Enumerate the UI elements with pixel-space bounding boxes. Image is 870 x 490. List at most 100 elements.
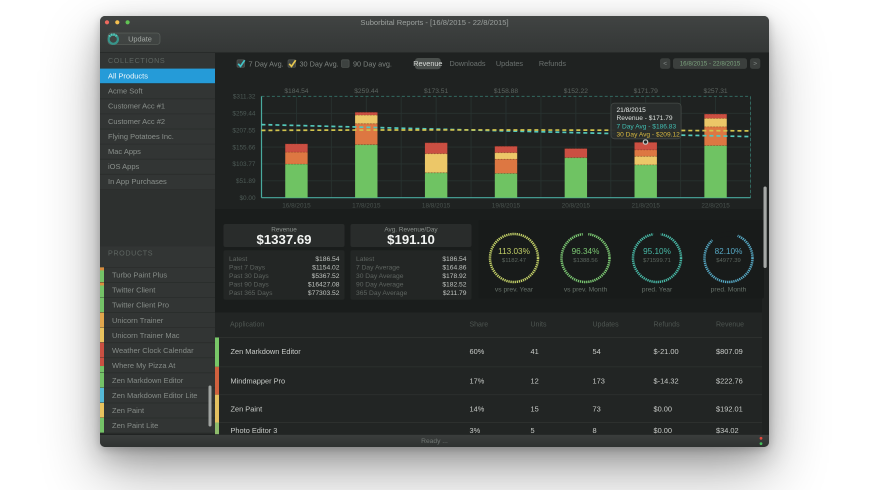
svg-text:Unicorn Trainer: Unicorn Trainer: [112, 316, 164, 325]
svg-text:$259.44: $259.44: [232, 111, 256, 118]
svg-text:7 Day Average: 7 Day Average: [356, 265, 400, 272]
svg-text:$5367.52: $5367.52: [312, 273, 340, 280]
svg-text:3%: 3%: [470, 426, 481, 435]
svg-text:21/8/2015: 21/8/2015: [617, 107, 647, 114]
svg-text:7 Day Avg.: 7 Day Avg.: [249, 59, 284, 68]
svg-text:Revenue: Revenue: [716, 322, 744, 329]
svg-text:16/8/2015 - 22/8/2015: 16/8/2015 - 22/8/2015: [680, 60, 741, 67]
svg-text:$807.09: $807.09: [716, 347, 743, 356]
svg-text:365 Day Average: 365 Day Average: [356, 290, 407, 297]
svg-text:Zen Paint Lite: Zen Paint Lite: [112, 421, 158, 430]
svg-text:Revenue: Revenue: [271, 227, 297, 234]
svg-text:Flying Potatoes Inc.: Flying Potatoes Inc.: [108, 132, 174, 141]
svg-text:60%: 60%: [470, 347, 485, 356]
svg-text:Zen Markdown Editor: Zen Markdown Editor: [231, 347, 302, 356]
svg-text:iOS Apps: iOS Apps: [108, 162, 140, 171]
svg-text:82.10%: 82.10%: [715, 247, 743, 256]
svg-text:$191.10: $191.10: [387, 232, 435, 247]
svg-text:Ready ...: Ready ...: [421, 438, 448, 445]
svg-text:Units: Units: [531, 322, 547, 329]
svg-text:Past 30 Days: Past 30 Days: [229, 273, 269, 280]
svg-text:Downloads: Downloads: [449, 59, 485, 68]
svg-text:Revenue: Revenue: [413, 59, 442, 68]
svg-text:Zen Paint: Zen Paint: [112, 406, 145, 415]
svg-text:$-21.00: $-21.00: [654, 347, 679, 356]
svg-text:Twitter Client Pro: Twitter Client Pro: [112, 301, 169, 310]
svg-text:17%: 17%: [470, 376, 485, 385]
svg-text:Latest: Latest: [229, 256, 247, 263]
svg-text:$77303.52: $77303.52: [308, 290, 340, 297]
svg-text:Application: Application: [230, 322, 264, 329]
svg-text:$1388.56: $1388.56: [573, 258, 598, 264]
svg-text:$1337.69: $1337.69: [256, 232, 311, 247]
svg-text:<: <: [663, 61, 667, 68]
svg-text:96.34%: 96.34%: [572, 247, 600, 256]
svg-text:18/8/2015: 18/8/2015: [422, 202, 451, 209]
svg-text:Updates: Updates: [496, 59, 524, 68]
svg-text:$182.52: $182.52: [442, 282, 466, 289]
svg-text:17/8/2015: 17/8/2015: [352, 202, 381, 209]
svg-text:$0.00: $0.00: [654, 426, 673, 435]
svg-text:$1154.02: $1154.02: [312, 265, 340, 272]
svg-text:8: 8: [593, 426, 597, 435]
svg-text:54: 54: [593, 347, 601, 356]
svg-text:$1182.47: $1182.47: [502, 258, 526, 264]
svg-text:Acme Soft: Acme Soft: [108, 87, 144, 96]
svg-text:Twitter Client: Twitter Client: [112, 286, 156, 295]
svg-text:$0.00: $0.00: [654, 404, 673, 413]
svg-text:30 Day Avg.: 30 Day Avg.: [300, 59, 339, 68]
svg-text:90 Day avg.: 90 Day avg.: [353, 59, 392, 68]
svg-text:Suborbital Reports - [16/8/201: Suborbital Reports - [16/8/2015 - 22/8/2…: [360, 18, 508, 27]
svg-text:20/8/2015: 20/8/2015: [562, 202, 591, 209]
svg-text:Zen Markdown Editor Lite: Zen Markdown Editor Lite: [112, 391, 197, 400]
svg-text:$158.88: $158.88: [494, 88, 518, 95]
svg-text:Past 365 Days: Past 365 Days: [229, 290, 273, 297]
svg-text:$192.01: $192.01: [716, 404, 743, 413]
svg-text:$71599.71: $71599.71: [643, 258, 671, 264]
svg-text:Mindmapper Pro: Mindmapper Pro: [231, 376, 286, 385]
svg-text:$16427.08: $16427.08: [308, 282, 340, 289]
svg-text:$0.00: $0.00: [240, 195, 256, 202]
svg-text:15: 15: [531, 404, 539, 413]
svg-text:14%: 14%: [470, 404, 485, 413]
svg-text:$173.51: $173.51: [424, 88, 448, 95]
svg-text:$103.77: $103.77: [232, 161, 256, 168]
svg-text:vs prev. Year: vs prev. Year: [495, 287, 534, 294]
svg-text:$186.54: $186.54: [442, 256, 466, 263]
svg-text:12: 12: [531, 376, 539, 385]
svg-text:Refunds: Refunds: [654, 322, 681, 329]
svg-text:In App Purchases: In App Purchases: [108, 177, 167, 186]
svg-text:$311.32: $311.32: [233, 94, 256, 101]
svg-text:$171.79: $171.79: [634, 88, 658, 95]
svg-text:Turbo Paint Plus: Turbo Paint Plus: [112, 271, 167, 280]
svg-text:Zen Paint: Zen Paint: [231, 404, 263, 413]
svg-text:Revenue - $171.79: Revenue - $171.79: [617, 115, 673, 122]
svg-text:$178.92: $178.92: [442, 273, 466, 280]
svg-text:Customer Acc #1: Customer Acc #1: [108, 102, 165, 111]
svg-text:pred. Month: pred. Month: [711, 287, 747, 294]
svg-text:$155.66: $155.66: [232, 144, 256, 151]
svg-text:$186.54: $186.54: [315, 256, 339, 263]
svg-text:Avg. Revenue/Day: Avg. Revenue/Day: [384, 227, 438, 234]
svg-text:Zen Markdown Editor: Zen Markdown Editor: [112, 376, 184, 385]
svg-text:$184.54: $184.54: [284, 88, 308, 95]
svg-text:$4977.39: $4977.39: [716, 258, 741, 264]
svg-text:16/8/2015: 16/8/2015: [282, 202, 311, 209]
svg-text:Unicorn Trainer Mac: Unicorn Trainer Mac: [112, 331, 180, 340]
svg-text:$152.22: $152.22: [564, 88, 588, 95]
svg-text:$164.86: $164.86: [442, 265, 466, 272]
svg-text:41: 41: [531, 347, 539, 356]
svg-text:Where My Pizza At: Where My Pizza At: [112, 361, 176, 370]
svg-text:Photo Editor 3: Photo Editor 3: [231, 426, 278, 435]
svg-text:$259.44: $259.44: [354, 88, 378, 95]
svg-text:>: >: [753, 61, 757, 68]
svg-text:Updates: Updates: [593, 322, 620, 329]
svg-text:pred. Year: pred. Year: [642, 287, 673, 294]
svg-text:30 Day Average: 30 Day Average: [356, 273, 404, 280]
svg-text:$257.31: $257.31: [703, 88, 727, 95]
svg-text:COLLECTIONS: COLLECTIONS: [108, 56, 165, 65]
svg-text:Past 7 Days: Past 7 Days: [229, 265, 266, 272]
svg-text:7 Day Avg - $186.83: 7 Day Avg - $186.83: [617, 123, 677, 130]
svg-text:30 Day Avg - $209.12: 30 Day Avg - $209.12: [617, 132, 681, 139]
svg-text:$51.89: $51.89: [236, 178, 256, 185]
